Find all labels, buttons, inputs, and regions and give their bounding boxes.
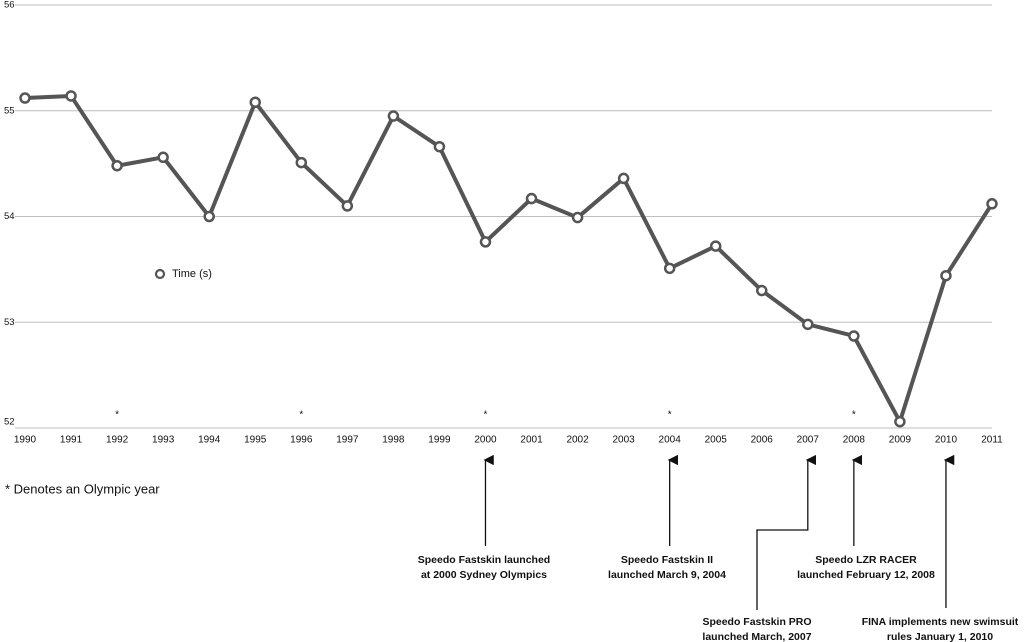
x-tick-label: 2007 [797, 435, 820, 446]
point [756, 284, 768, 297]
point [663, 262, 676, 275]
olympic-marker: * [299, 410, 303, 421]
annotation-arrow [756, 454, 817, 610]
x-tick-label: 2005 [705, 435, 728, 446]
olympic-marker: * [852, 410, 856, 421]
footnote: * Denotes an Olympic year [5, 481, 160, 496]
x-tick-label: 2003 [612, 435, 635, 446]
point [19, 92, 31, 104]
x-tick-label: 2009 [889, 435, 912, 446]
y-tick-label: 55 [4, 105, 15, 116]
x-tick-label: 2001 [520, 435, 543, 446]
olympic-marker: * [668, 410, 672, 421]
x-tick-label: 1990 [14, 435, 37, 446]
point [479, 236, 492, 248]
x-tick-label: 2004 [659, 435, 682, 446]
x-tick-label: 1993 [152, 435, 175, 446]
point [848, 330, 860, 342]
point [295, 156, 308, 169]
point [571, 211, 584, 224]
point [341, 200, 354, 212]
x-tick-label: 2010 [935, 435, 958, 446]
x-tick-label: 1992 [106, 435, 129, 446]
point [203, 210, 215, 223]
point [387, 110, 400, 122]
annotation-text: Speedo Fastskin launched [418, 554, 550, 566]
annotation-text: launched March, 2007 [702, 631, 811, 642]
x-tick-label: 2011 [981, 435, 1003, 446]
legend-marker [154, 268, 166, 280]
point [709, 240, 722, 252]
x-tick-label: 1999 [428, 435, 451, 446]
x-tick-label: 1994 [198, 435, 221, 446]
x-tick-label: 1997 [336, 435, 359, 446]
point [249, 96, 261, 109]
olympic-marker: * [115, 410, 119, 421]
x-tick-label: 2006 [751, 435, 774, 446]
x-tick-label: 1998 [382, 435, 405, 446]
legend-label: Time (s) [172, 268, 212, 280]
annotation-text: launched March 9, 2004 [608, 569, 726, 581]
olympic-marker: * [484, 410, 488, 421]
annotation-text: at 2000 Sydney Olympics [421, 569, 547, 581]
x-tick-label: 1991 [60, 435, 83, 446]
x-tick-label: 1995 [244, 435, 267, 446]
point [65, 90, 77, 102]
x-tick-label: 2000 [474, 435, 497, 446]
annotation-text: launched February 12, 2008 [797, 569, 935, 581]
annotation-text: rules January 1, 2010 [887, 631, 993, 642]
annotation-text: Speedo Fastskin PRO [702, 616, 811, 628]
point [157, 151, 169, 164]
point [986, 198, 998, 210]
point [940, 269, 952, 282]
y-tick-label: 52 [4, 417, 15, 428]
annotation-text: FINA implements new swimsuit [862, 616, 1019, 628]
annotation-text: Speedo LZR RACER [815, 554, 917, 566]
x-tick-label: 2008 [843, 435, 866, 446]
y-tick-label: 53 [4, 317, 15, 328]
point [802, 318, 814, 331]
point [433, 140, 446, 153]
series-line [24, 93, 994, 424]
point [617, 172, 630, 185]
x-tick-label: 2002 [566, 435, 589, 446]
y-tick-label: 56 [4, 0, 15, 11]
point [894, 415, 906, 428]
annotation-text: Speedo Fastskin II [621, 554, 713, 566]
y-tick-label: 54 [4, 211, 15, 222]
point [111, 159, 123, 172]
point [525, 192, 538, 205]
x-tick-label: 1996 [290, 435, 313, 446]
